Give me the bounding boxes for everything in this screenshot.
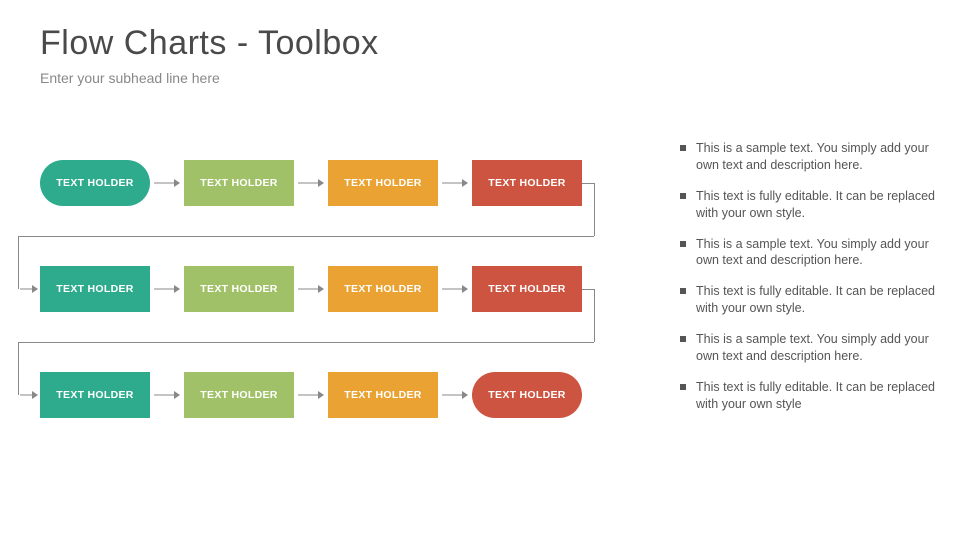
- connector-line: [18, 342, 594, 343]
- flow-node-label: TEXT HOLDER: [488, 177, 565, 189]
- flow-node-label: TEXT HOLDER: [488, 389, 565, 401]
- connector-line: [582, 289, 594, 290]
- arrow-icon: [294, 372, 328, 418]
- list-item: This text is fully editable. It can be r…: [680, 379, 935, 413]
- flow-node: TEXT HOLDER: [472, 372, 582, 418]
- page-subtitle: Enter your subhead line here: [40, 70, 220, 86]
- arrow-icon: [294, 160, 328, 206]
- list-item: This is a sample text. You simply add yo…: [680, 236, 935, 270]
- bullet-text: This text is fully editable. It can be r…: [696, 188, 935, 222]
- flow-node: TEXT HOLDER: [40, 372, 150, 418]
- arrow-icon: [150, 372, 184, 418]
- flow-node-label: TEXT HOLDER: [344, 177, 421, 189]
- bullet-list: This is a sample text. You simply add yo…: [680, 140, 935, 427]
- flow-node: TEXT HOLDER: [184, 160, 294, 206]
- flowchart-area: TEXT HOLDER TEXT HOLDER TEXT HOLDER TEXT…: [40, 160, 640, 478]
- flow-row: TEXT HOLDER TEXT HOLDER TEXT HOLDER TEXT…: [40, 372, 640, 418]
- bullet-text: This is a sample text. You simply add yo…: [696, 236, 935, 270]
- list-item: This text is fully editable. It can be r…: [680, 188, 935, 222]
- page-title: Flow Charts - Toolbox: [40, 24, 379, 63]
- connector-line: [594, 289, 595, 342]
- bullet-text: This text is fully editable. It can be r…: [696, 379, 935, 413]
- connector-line: [18, 236, 594, 237]
- flow-node-label: TEXT HOLDER: [200, 283, 277, 295]
- flow-row: TEXT HOLDER TEXT HOLDER TEXT HOLDER TEXT…: [40, 160, 640, 206]
- flow-node-label: TEXT HOLDER: [200, 177, 277, 189]
- bullet-text: This is a sample text. You simply add yo…: [696, 140, 935, 174]
- arrow-icon: [294, 266, 328, 312]
- arrow-icon: [438, 372, 472, 418]
- list-item: This text is fully editable. It can be r…: [680, 283, 935, 317]
- flow-node: TEXT HOLDER: [40, 266, 150, 312]
- flow-node-label: TEXT HOLDER: [56, 283, 133, 295]
- list-item: This is a sample text. You simply add yo…: [680, 140, 935, 174]
- bullet-text: This is a sample text. You simply add yo…: [696, 331, 935, 365]
- flow-node: TEXT HOLDER: [472, 160, 582, 206]
- flow-node-label: TEXT HOLDER: [56, 389, 133, 401]
- connector-line: [18, 342, 19, 395]
- flow-node: TEXT HOLDER: [472, 266, 582, 312]
- connector-line: [594, 183, 595, 236]
- bullet-icon: [680, 384, 686, 390]
- flow-node: TEXT HOLDER: [184, 372, 294, 418]
- connector-line: [582, 183, 594, 184]
- flow-row: TEXT HOLDER TEXT HOLDER TEXT HOLDER TEXT…: [40, 266, 640, 312]
- flow-node: TEXT HOLDER: [184, 266, 294, 312]
- flow-node: TEXT HOLDER: [328, 160, 438, 206]
- flow-node-label: TEXT HOLDER: [200, 389, 277, 401]
- flow-node-label: TEXT HOLDER: [344, 389, 421, 401]
- bullet-icon: [680, 336, 686, 342]
- arrow-icon: [438, 266, 472, 312]
- bullet-icon: [680, 241, 686, 247]
- bullet-icon: [680, 193, 686, 199]
- arrow-icon: [150, 266, 184, 312]
- connector-line: [18, 236, 19, 289]
- arrow-icon: [438, 160, 472, 206]
- flow-node-label: TEXT HOLDER: [56, 177, 133, 189]
- arrow-icon: [16, 372, 40, 418]
- flow-node: TEXT HOLDER: [40, 160, 150, 206]
- bullet-icon: [680, 145, 686, 151]
- flow-node: TEXT HOLDER: [328, 372, 438, 418]
- flow-node-label: TEXT HOLDER: [344, 283, 421, 295]
- flow-node: TEXT HOLDER: [328, 266, 438, 312]
- list-item: This is a sample text. You simply add yo…: [680, 331, 935, 365]
- arrow-icon: [16, 266, 40, 312]
- bullet-icon: [680, 288, 686, 294]
- arrow-icon: [150, 160, 184, 206]
- bullet-text: This text is fully editable. It can be r…: [696, 283, 935, 317]
- flow-node-label: TEXT HOLDER: [488, 283, 565, 295]
